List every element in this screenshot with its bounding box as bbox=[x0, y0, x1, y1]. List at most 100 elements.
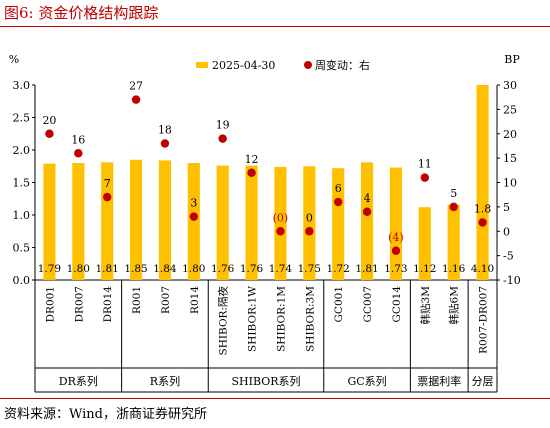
bar-value-label: 1.73 bbox=[384, 263, 407, 275]
bar-value-label: 1.76 bbox=[211, 263, 235, 275]
bar-value-label: 1.74 bbox=[269, 263, 293, 275]
bar bbox=[332, 168, 345, 280]
bar bbox=[476, 85, 489, 280]
category-label: R001 bbox=[131, 286, 143, 314]
bar bbox=[418, 207, 431, 280]
bar bbox=[303, 166, 316, 280]
bar-value-label: 1.12 bbox=[413, 263, 436, 275]
change-value-label: 0 bbox=[306, 211, 313, 224]
right-tick-label: -10 bbox=[503, 274, 521, 287]
left-tick-label: 0.5 bbox=[13, 242, 31, 255]
change-dot bbox=[333, 197, 343, 207]
change-value-label: 11 bbox=[418, 158, 432, 171]
change-value-label: 16 bbox=[71, 133, 85, 146]
change-value-label: (4) bbox=[388, 231, 404, 244]
bar bbox=[129, 159, 143, 280]
bar-value-label: 1.75 bbox=[298, 263, 321, 275]
right-tick-label: 30 bbox=[503, 79, 517, 92]
bar-value-label: 1.76 bbox=[240, 263, 264, 275]
bar-value-label: 1.81 bbox=[95, 263, 118, 275]
bar bbox=[216, 165, 229, 280]
group-label: 分层 bbox=[472, 375, 494, 388]
group-label: R系列 bbox=[150, 374, 180, 388]
bar-value-label: 4.10 bbox=[471, 263, 494, 275]
change-value-label: 6 bbox=[335, 182, 342, 195]
category-label: R007-DR007 bbox=[478, 286, 490, 354]
category-label: DR001 bbox=[44, 286, 56, 322]
bar bbox=[360, 162, 374, 280]
category-label: GC014 bbox=[391, 286, 403, 323]
left-tick-label: 0.0 bbox=[13, 274, 31, 287]
left-tick-label: 1.0 bbox=[13, 209, 31, 222]
bar-value-label: 1.80 bbox=[182, 263, 205, 275]
change-dot bbox=[74, 149, 83, 158]
change-value-label: 5 bbox=[450, 187, 457, 200]
bar bbox=[72, 163, 85, 280]
change-dot bbox=[102, 192, 112, 202]
bar-value-label: 1.16 bbox=[442, 263, 466, 275]
title-divider bbox=[0, 26, 550, 27]
change-value-label: 19 bbox=[216, 119, 230, 132]
left-tick-label: 2.5 bbox=[13, 112, 31, 125]
change-value-label: 3 bbox=[190, 197, 197, 210]
category-label: DR007 bbox=[73, 286, 85, 322]
right-axis-label: BP bbox=[504, 53, 520, 66]
chart: % BP 0.0 0.5 1.0 1.5 2.0 2.5 3.0 -10 -5 0 5 10 15 20 25 3… bbox=[9, 53, 521, 393]
right-tick-label: 15 bbox=[503, 152, 517, 165]
change-dot bbox=[362, 207, 372, 216]
change-value-label: (0) bbox=[273, 211, 289, 224]
category-label: SHIBOR:1M bbox=[275, 286, 287, 352]
group-label: 票据利率 bbox=[417, 374, 461, 388]
change-dot bbox=[276, 227, 285, 236]
bar-value-label: 1.79 bbox=[38, 263, 61, 275]
change-dot bbox=[449, 202, 458, 212]
left-tick-label: 2.0 bbox=[13, 144, 31, 157]
change-dot bbox=[45, 129, 54, 138]
right-tick-label: 0 bbox=[503, 225, 510, 238]
category-label: GC001 bbox=[333, 286, 345, 322]
group-label: DR系列 bbox=[59, 374, 98, 388]
category-label: GC007 bbox=[362, 286, 374, 322]
bar bbox=[187, 163, 200, 280]
right-tick-label: -5 bbox=[503, 250, 514, 263]
bar-value-label: 1.84 bbox=[153, 263, 177, 275]
category-label: DR014 bbox=[102, 286, 114, 323]
bar bbox=[245, 165, 258, 280]
change-dot bbox=[189, 212, 199, 221]
bar bbox=[158, 160, 172, 280]
bar-value-label: 1.85 bbox=[124, 263, 147, 275]
change-value-label: 12 bbox=[245, 153, 259, 166]
change-dot bbox=[478, 218, 487, 227]
change-dot bbox=[131, 95, 141, 104]
category-label: 韩贴6M bbox=[448, 286, 461, 325]
left-tick-label: 1.5 bbox=[13, 177, 31, 190]
category-label: SHIBOR:3M bbox=[304, 286, 316, 352]
category-label: R007 bbox=[160, 286, 172, 314]
change-dot bbox=[420, 173, 430, 182]
change-value-label: 20 bbox=[42, 114, 56, 127]
change-value-label: 7 bbox=[104, 177, 111, 190]
source-note: 资料来源：Wind，浙商证券研究所 bbox=[4, 407, 207, 422]
figure-title-text: 资金价格结构跟踪 bbox=[38, 4, 159, 22]
right-tick-label: 20 bbox=[503, 128, 517, 141]
category-label: SHIBOR:1W bbox=[247, 286, 259, 352]
change-value-label: 1.8 bbox=[474, 202, 492, 215]
bar-value-label: 1.80 bbox=[67, 263, 90, 275]
bar bbox=[43, 163, 56, 280]
bar-value-label: 1.81 bbox=[355, 263, 378, 275]
right-tick-label: 25 bbox=[503, 103, 517, 116]
group-label: GC系列 bbox=[347, 374, 386, 388]
category-label: SHIBOR:隔夜 bbox=[217, 286, 230, 356]
bar bbox=[101, 162, 114, 280]
group-label: SHIBOR系列 bbox=[231, 374, 300, 388]
change-dot bbox=[160, 139, 170, 148]
figure-title: 图6: 资金价格结构跟踪 bbox=[4, 2, 158, 23]
legend-bar-label: 2025-04-30 bbox=[212, 59, 275, 72]
category-label: 韩贴3M bbox=[419, 286, 432, 325]
bar bbox=[274, 166, 287, 280]
source-divider bbox=[0, 398, 550, 399]
change-value-label: 4 bbox=[364, 192, 371, 205]
legend-dot-label: 周变动：右 bbox=[315, 58, 370, 72]
right-tick-label: 5 bbox=[503, 201, 510, 214]
figure-label: 图6: bbox=[4, 4, 34, 22]
